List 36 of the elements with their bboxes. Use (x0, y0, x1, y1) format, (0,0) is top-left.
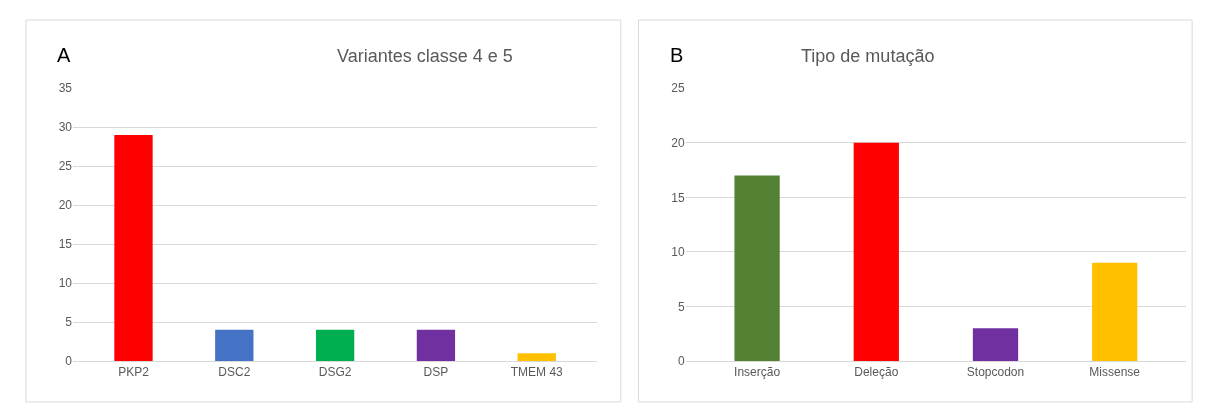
bar (1092, 262, 1138, 361)
y-tick-label: 5 (677, 299, 685, 314)
bar (114, 134, 153, 361)
y-tick-label: 25 (58, 159, 73, 174)
bar (315, 329, 355, 361)
y-tick-label: 0 (677, 354, 685, 369)
x-tick-label: Stopcodon (966, 365, 1025, 380)
chart-title: Tipo de mutação (801, 46, 935, 66)
y-tick-label: 20 (58, 198, 73, 213)
y-tick-label: 35 (58, 81, 73, 96)
y-tick-label: 0 (65, 354, 73, 369)
text: A (57, 44, 71, 66)
x-tick-label: Missense (1089, 365, 1141, 380)
x-tick-label: Inserção (734, 365, 781, 380)
bar (215, 329, 254, 361)
bar (416, 329, 456, 361)
x-tick-label: DSG2 (318, 365, 352, 380)
x-tick-label: TMEM 43 (510, 365, 564, 380)
y-tick-label: 10 (58, 276, 73, 291)
x-tick-label: PKP2 (118, 365, 150, 380)
x-tick-label: Deleção (854, 365, 899, 380)
y-tick-label: 25 (671, 81, 685, 96)
y-tick-label: 10 (671, 245, 685, 260)
y-tick-label: 15 (671, 190, 685, 205)
bar (734, 175, 780, 361)
y-tick-label: 5 (65, 315, 73, 330)
bar (853, 142, 899, 361)
y-tick-label: 15 (58, 237, 73, 252)
text: B (670, 44, 684, 66)
y-tick-label: 30 (58, 120, 73, 135)
y-tick-label: 20 (671, 135, 685, 150)
x-tick-label: DSP (423, 365, 449, 380)
chart-title: Variantes classe 4 e 5 (337, 46, 513, 66)
bar (517, 353, 556, 361)
bar (972, 328, 1019, 361)
x-tick-label: DSC2 (218, 365, 251, 380)
